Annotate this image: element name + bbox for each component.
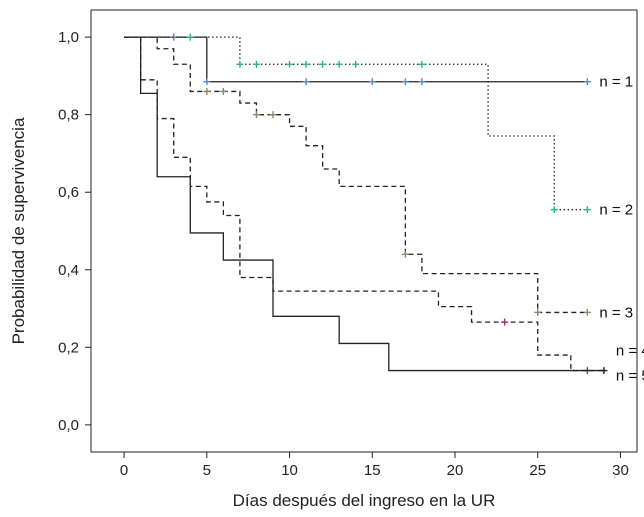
series-line: [124, 36, 588, 83]
y-tick-label: 0,0: [58, 417, 79, 434]
series-label: n = 5: [616, 368, 644, 385]
y-tick-label: 1,0: [58, 29, 79, 46]
censor-mark: [501, 318, 509, 326]
x-tick-label: 15: [364, 462, 381, 479]
censor-mark: [418, 60, 426, 68]
censor-mark: [401, 250, 409, 258]
y-tick-label: 0,6: [58, 184, 79, 201]
censor-mark: [286, 60, 294, 68]
x-tick-label: 5: [203, 462, 211, 479]
series-label: n = 1: [599, 74, 633, 91]
censor-mark: [252, 60, 260, 68]
series-label: n = 3: [599, 304, 633, 321]
plot-frame: [90, 9, 638, 453]
censor-mark: [170, 33, 178, 41]
censor-mark: [352, 60, 360, 68]
y-tick-label: 0,8: [58, 107, 79, 124]
y-axis-title: Probabilidad de supervivencia: [9, 117, 28, 344]
tick-group: 0 5 10 15 20 25 30 0,0 0,2 0,4 0,6 0,8 1,0: [58, 29, 629, 479]
x-tick-label: 30: [612, 462, 629, 479]
censor-mark: [418, 78, 426, 86]
y-tick-label: 0,2: [58, 339, 79, 356]
series-label: n = 2: [599, 202, 633, 219]
censor-mark: [203, 78, 211, 86]
censor-mark: [600, 367, 608, 375]
series-line: [124, 36, 588, 211]
x-tick-label: 20: [447, 462, 464, 479]
censor-mark: [236, 60, 244, 68]
censor-mark: [401, 78, 409, 86]
series-line: [124, 36, 604, 372]
censor-mark: [302, 78, 310, 86]
censor-mark: [186, 33, 194, 41]
censor-mark: [219, 87, 227, 95]
censor-mark: [583, 206, 591, 214]
censor-mark: [583, 308, 591, 316]
censor-mark: [534, 308, 542, 316]
censor-mark: [368, 78, 376, 86]
x-tick-label: 25: [529, 462, 546, 479]
x-tick-label: 0: [120, 462, 128, 479]
series-label: n = 4: [616, 343, 644, 360]
curve-group: [124, 33, 608, 375]
censor-mark: [269, 111, 277, 119]
censor-mark: [252, 111, 260, 119]
series-line: [124, 36, 588, 314]
x-tick-label: 10: [281, 462, 298, 479]
censor-mark: [319, 60, 327, 68]
y-tick-label: 0,4: [58, 262, 79, 279]
censor-mark: [550, 206, 558, 214]
censor-mark: [583, 78, 591, 86]
series-label-group: n = 1 n = 2 n = 3 n = 4 n = 5: [599, 74, 644, 385]
censor-mark: [302, 60, 310, 68]
x-axis-title: Días después del ingreso en la UR: [233, 491, 496, 510]
censor-mark: [335, 60, 343, 68]
censor-mark: [203, 87, 211, 95]
series-line: [124, 36, 604, 372]
